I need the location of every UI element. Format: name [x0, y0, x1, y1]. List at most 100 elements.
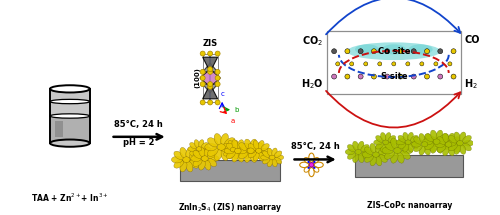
Ellipse shape: [220, 149, 228, 161]
Polygon shape: [202, 57, 218, 72]
Ellipse shape: [385, 144, 391, 152]
Ellipse shape: [384, 142, 394, 150]
Ellipse shape: [198, 150, 204, 158]
Ellipse shape: [214, 134, 222, 145]
Ellipse shape: [358, 153, 364, 163]
Ellipse shape: [50, 114, 90, 118]
Ellipse shape: [454, 132, 460, 142]
Ellipse shape: [408, 132, 414, 141]
Ellipse shape: [382, 44, 406, 54]
Ellipse shape: [224, 148, 234, 154]
Ellipse shape: [451, 49, 456, 54]
Ellipse shape: [411, 49, 416, 54]
Ellipse shape: [224, 147, 235, 156]
Ellipse shape: [382, 147, 394, 154]
Ellipse shape: [262, 158, 270, 164]
Ellipse shape: [313, 161, 316, 163]
Ellipse shape: [215, 82, 220, 87]
Ellipse shape: [391, 152, 398, 163]
Ellipse shape: [215, 51, 220, 56]
Ellipse shape: [234, 148, 241, 154]
Text: pH = 2: pH = 2: [123, 138, 154, 147]
Ellipse shape: [440, 139, 450, 145]
Ellipse shape: [208, 84, 212, 89]
Ellipse shape: [50, 85, 90, 92]
Ellipse shape: [193, 159, 202, 166]
Polygon shape: [202, 63, 218, 72]
Ellipse shape: [232, 151, 238, 159]
Ellipse shape: [254, 151, 262, 159]
Ellipse shape: [398, 74, 403, 79]
Ellipse shape: [384, 49, 390, 54]
Ellipse shape: [448, 133, 454, 143]
Ellipse shape: [448, 146, 454, 156]
Ellipse shape: [436, 143, 442, 153]
Text: TAA + Zn$^{2+}$+ In$^{3+}$: TAA + Zn$^{2+}$+ In$^{3+}$: [31, 192, 109, 204]
Ellipse shape: [272, 159, 277, 167]
Ellipse shape: [236, 148, 247, 154]
Ellipse shape: [376, 143, 382, 153]
Ellipse shape: [308, 161, 310, 163]
Ellipse shape: [218, 144, 226, 150]
Ellipse shape: [391, 138, 398, 149]
Ellipse shape: [240, 151, 249, 159]
Ellipse shape: [198, 160, 205, 170]
Ellipse shape: [261, 151, 269, 158]
Ellipse shape: [190, 149, 197, 155]
FancyBboxPatch shape: [180, 160, 280, 181]
Ellipse shape: [247, 148, 254, 154]
Ellipse shape: [215, 100, 220, 105]
Ellipse shape: [336, 62, 340, 66]
Ellipse shape: [238, 152, 244, 162]
Ellipse shape: [451, 137, 460, 144]
Text: 85°C, 24 h: 85°C, 24 h: [290, 142, 340, 151]
Ellipse shape: [226, 143, 235, 151]
Text: Co site: Co site: [378, 47, 410, 56]
Ellipse shape: [208, 51, 212, 56]
Ellipse shape: [405, 140, 411, 145]
Ellipse shape: [200, 51, 205, 56]
Ellipse shape: [411, 74, 416, 79]
Ellipse shape: [186, 147, 193, 158]
Ellipse shape: [232, 140, 238, 148]
Ellipse shape: [230, 147, 236, 152]
Ellipse shape: [208, 100, 212, 105]
Ellipse shape: [442, 146, 449, 156]
Ellipse shape: [220, 134, 228, 145]
Text: 85°C, 24 h: 85°C, 24 h: [114, 120, 163, 129]
Ellipse shape: [419, 146, 425, 155]
Ellipse shape: [190, 156, 202, 163]
Ellipse shape: [378, 62, 382, 66]
Ellipse shape: [358, 74, 363, 79]
Text: ZIS-CoPc nanoarray: ZIS-CoPc nanoarray: [366, 201, 452, 210]
Ellipse shape: [406, 62, 410, 66]
Ellipse shape: [248, 144, 256, 151]
Ellipse shape: [186, 161, 193, 172]
Ellipse shape: [438, 74, 443, 79]
Ellipse shape: [410, 142, 418, 149]
Ellipse shape: [228, 140, 234, 148]
Ellipse shape: [208, 150, 216, 158]
Ellipse shape: [380, 144, 386, 152]
Ellipse shape: [174, 160, 184, 168]
Ellipse shape: [232, 140, 238, 149]
Ellipse shape: [215, 69, 220, 74]
Ellipse shape: [427, 137, 436, 144]
Ellipse shape: [410, 135, 418, 142]
Ellipse shape: [388, 136, 396, 142]
Ellipse shape: [435, 141, 445, 147]
Ellipse shape: [427, 144, 436, 152]
Ellipse shape: [438, 49, 443, 54]
Ellipse shape: [272, 148, 277, 156]
Ellipse shape: [254, 143, 262, 151]
Ellipse shape: [394, 147, 401, 154]
Ellipse shape: [403, 132, 408, 141]
Ellipse shape: [430, 130, 437, 140]
Ellipse shape: [397, 138, 404, 149]
Polygon shape: [202, 84, 218, 99]
Ellipse shape: [270, 155, 275, 160]
Ellipse shape: [190, 143, 197, 149]
Ellipse shape: [456, 140, 464, 146]
Ellipse shape: [376, 156, 382, 166]
Ellipse shape: [376, 136, 384, 142]
